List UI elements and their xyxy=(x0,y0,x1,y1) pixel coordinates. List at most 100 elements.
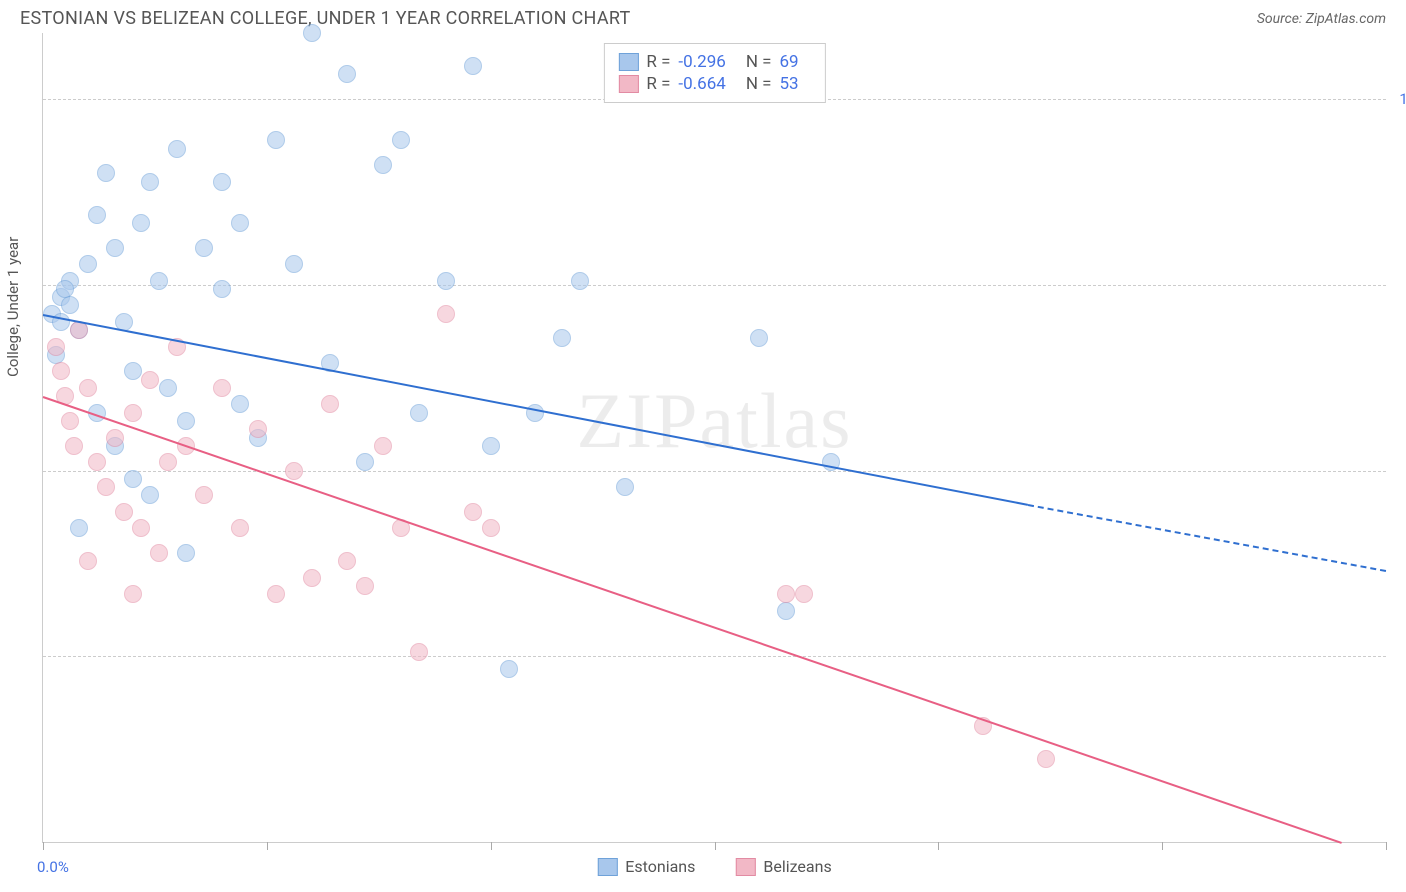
n-value: 53 xyxy=(780,74,799,94)
data-point xyxy=(303,24,321,42)
data-point xyxy=(338,552,356,570)
x-axis-min-label: 0.0% xyxy=(37,858,69,876)
data-point xyxy=(410,404,428,422)
x-tick xyxy=(43,842,44,850)
data-point xyxy=(356,453,374,471)
data-point xyxy=(97,164,115,182)
data-point xyxy=(338,65,356,83)
data-point xyxy=(47,338,65,356)
trend-line xyxy=(43,314,1028,506)
data-point xyxy=(132,214,150,232)
data-point xyxy=(267,585,285,603)
x-tick xyxy=(267,842,268,850)
chart-title: ESTONIAN VS BELIZEAN COLLEGE, UNDER 1 YE… xyxy=(20,8,631,29)
data-point xyxy=(56,280,74,298)
data-point xyxy=(65,437,83,455)
legend-label: Estonians xyxy=(625,857,695,876)
data-point xyxy=(1037,750,1055,768)
y-tick-label: 100.0% xyxy=(1399,90,1406,108)
data-point xyxy=(79,552,97,570)
r-value: -0.296 xyxy=(678,52,725,72)
data-point xyxy=(464,503,482,521)
y-axis-label: College, Under 1 year xyxy=(4,236,22,376)
x-tick xyxy=(491,842,492,850)
data-point xyxy=(124,404,142,422)
data-point xyxy=(213,280,231,298)
correlation-legend: R = -0.296 N = 69 R = -0.664 N = 53 xyxy=(603,43,825,103)
series-legend: Estonians Belizeans xyxy=(597,857,831,876)
n-value: 69 xyxy=(780,52,799,72)
data-point xyxy=(303,569,321,587)
plot-area: ZIPatlas 32.5%55.0%77.5%100.0% xyxy=(43,33,1386,842)
data-point xyxy=(177,544,195,562)
data-point xyxy=(321,395,339,413)
data-point xyxy=(285,462,303,480)
swatch-icon xyxy=(597,858,617,876)
data-point xyxy=(70,519,88,537)
swatch-icon xyxy=(618,75,638,93)
data-point xyxy=(392,131,410,149)
data-point xyxy=(124,362,142,380)
data-point xyxy=(750,329,768,347)
data-point xyxy=(168,140,186,158)
data-point xyxy=(141,173,159,191)
gridline xyxy=(43,471,1386,472)
data-point xyxy=(79,255,97,273)
data-point xyxy=(500,660,518,678)
data-point xyxy=(777,585,795,603)
r-value: -0.664 xyxy=(678,74,725,94)
r-label: R = xyxy=(646,74,670,94)
source-name: ZipAtlas.com xyxy=(1306,11,1386,27)
data-point xyxy=(464,57,482,75)
data-point xyxy=(88,206,106,224)
chart-container: College, Under 1 year ZIPatlas 32.5%55.0… xyxy=(42,33,1386,843)
data-point xyxy=(52,362,70,380)
data-point xyxy=(482,519,500,537)
n-label: N = xyxy=(746,52,772,72)
data-point xyxy=(115,503,133,521)
data-point xyxy=(410,643,428,661)
data-point xyxy=(249,420,267,438)
data-point xyxy=(159,453,177,471)
legend-row-estonians: R = -0.296 N = 69 xyxy=(618,52,810,72)
data-point xyxy=(374,437,392,455)
data-point xyxy=(374,156,392,174)
source-attribution: Source: ZipAtlas.com xyxy=(1257,11,1386,27)
watermark-text: ZIPatlas xyxy=(577,376,853,466)
data-point xyxy=(437,272,455,290)
data-point xyxy=(231,519,249,537)
legend-item-belizeans: Belizeans xyxy=(735,857,831,876)
x-tick xyxy=(938,842,939,850)
data-point xyxy=(777,602,795,620)
data-point xyxy=(356,577,374,595)
gridline xyxy=(43,656,1386,657)
legend-row-belizeans: R = -0.664 N = 53 xyxy=(618,74,810,94)
data-point xyxy=(61,296,79,314)
data-point xyxy=(132,519,150,537)
data-point xyxy=(79,379,97,397)
data-point xyxy=(482,437,500,455)
x-tick xyxy=(1386,842,1387,850)
data-point xyxy=(213,379,231,397)
data-point xyxy=(526,404,544,422)
data-point xyxy=(231,395,249,413)
data-point xyxy=(124,470,142,488)
data-point xyxy=(150,272,168,290)
data-point xyxy=(437,305,455,323)
data-point xyxy=(106,239,124,257)
data-point xyxy=(159,379,177,397)
data-point xyxy=(177,412,195,430)
data-point xyxy=(213,173,231,191)
data-point xyxy=(141,371,159,389)
data-point xyxy=(195,486,213,504)
data-point xyxy=(571,272,589,290)
x-tick xyxy=(715,842,716,850)
data-point xyxy=(795,585,813,603)
data-point xyxy=(141,486,159,504)
n-label: N = xyxy=(746,74,772,94)
gridline xyxy=(43,285,1386,286)
data-point xyxy=(285,255,303,273)
data-point xyxy=(124,585,142,603)
chart-header: ESTONIAN VS BELIZEAN COLLEGE, UNDER 1 YE… xyxy=(0,0,1406,33)
trend-line xyxy=(43,396,1342,844)
